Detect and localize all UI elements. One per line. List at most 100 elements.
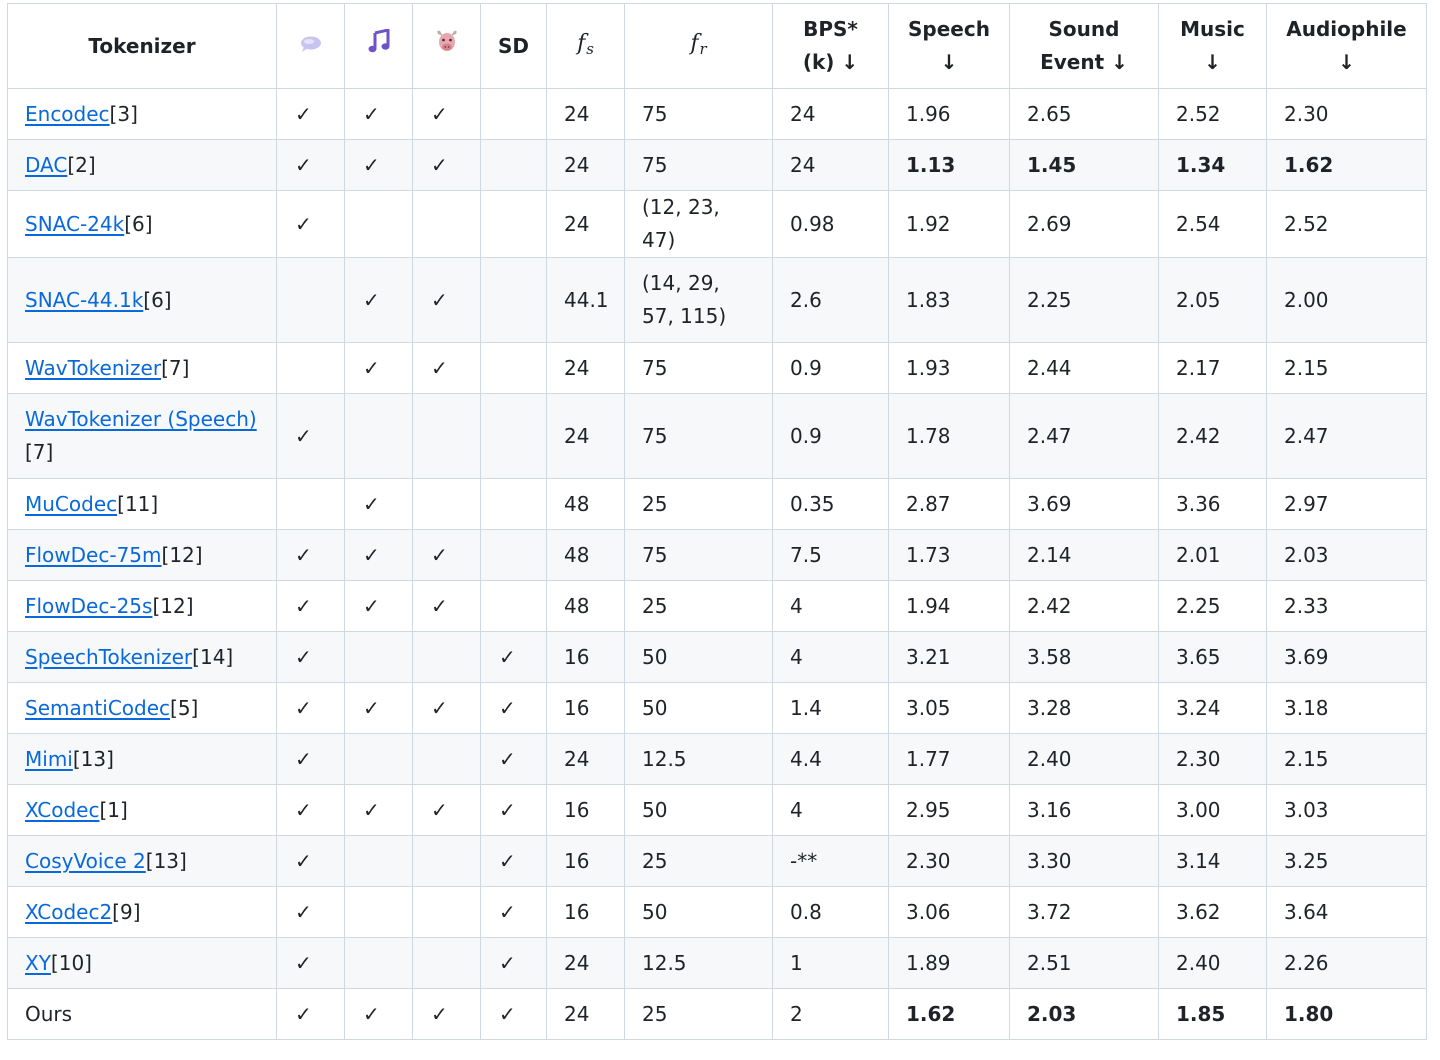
tokenizer-link[interactable]: DAC [25, 152, 68, 177]
table-row: SpeechTokenizer[14] ✓ ✓ 16 50 4 3.21 3.58 3.65 3.… [7, 631, 1427, 683]
cell-sd [480, 190, 547, 258]
header-audiophile-line2: ↓ [1338, 50, 1355, 74]
table-row: Encodec[3] ✓ ✓ ✓ 24 75 24 1.96 2.65 2.52 2.30 [7, 88, 1427, 140]
header-speech-domain [276, 3, 345, 89]
cell-speech-support: ✓ [276, 190, 345, 258]
cell-speech-support: ✓ [276, 88, 345, 140]
header-row: Tokenizer [7, 3, 1427, 89]
tokenizer-link[interactable]: SpeechTokenizer [25, 644, 193, 669]
cell-speech-support: ✓ [276, 393, 345, 479]
cell-tokenizer: Encodec[3] [7, 88, 277, 140]
cell-audiophile-score: 1.62 [1266, 139, 1427, 191]
cell-speech-support: ✓ [276, 733, 345, 785]
cell-fs: 24 [546, 139, 625, 191]
cell-tokenizer: XY[10] [7, 937, 277, 989]
tokenizer-link[interactable]: FlowDec-75m [25, 542, 162, 567]
cell-music-support [344, 631, 413, 683]
header-fs-sub: s [586, 39, 594, 58]
header-fs-base: f [577, 30, 586, 56]
cell-music-score: 2.40 [1158, 937, 1267, 989]
cell-fs: 16 [546, 682, 625, 734]
cell-fs: 16 [546, 835, 625, 887]
cell-fs: 16 [546, 784, 625, 836]
cell-music-score: 3.36 [1158, 478, 1267, 530]
cell-sound-event-score: 2.51 [1009, 937, 1159, 989]
cell-sd: ✓ [480, 886, 547, 938]
cell-bps: 0.8 [772, 886, 889, 938]
cell-sd [480, 139, 547, 191]
tokenizer-link[interactable]: SNAC-44.1k [25, 287, 144, 312]
tokenizer-link[interactable]: SemantiCodec [25, 695, 171, 720]
cell-audiophile-score: 2.97 [1266, 478, 1427, 530]
cell-speech-score: 1.89 [888, 937, 1010, 989]
tokenizer-link[interactable]: CosyVoice 2 [25, 848, 146, 873]
cell-tokenizer: Mimi[13] [7, 733, 277, 785]
cell-music-support [344, 190, 413, 258]
cell-speech-score: 1.96 [888, 88, 1010, 140]
cell-fr: 12.5 [624, 733, 773, 785]
cell-audio-support [412, 478, 481, 530]
cell-fs: 16 [546, 886, 625, 938]
cell-tokenizer: Ours [7, 988, 277, 1040]
cell-bps: 24 [772, 88, 889, 140]
tokenizer-link[interactable]: Mimi [25, 746, 73, 771]
tokenizer-link[interactable]: WavTokenizer [25, 355, 162, 380]
cell-audio-support: ✓ [412, 139, 481, 191]
header-music-line2: ↓ [1204, 50, 1221, 74]
table-row: Ours ✓ ✓ ✓ ✓ 24 25 2 1.62 2.03 1.85 1.80 [7, 988, 1427, 1040]
tokenizer-link[interactable]: XCodec2 [25, 899, 113, 924]
cell-bps: 0.9 [772, 342, 889, 394]
cell-tokenizer: CosyVoice 2[13] [7, 835, 277, 887]
best-value: 2.03 [1027, 1001, 1077, 1026]
header-speech-line2: ↓ [940, 50, 958, 74]
cell-sound-event-score: 3.72 [1009, 886, 1159, 938]
best-value: 1.45 [1027, 152, 1077, 177]
cell-tokenizer: SNAC-24k[6] [7, 190, 277, 258]
cell-fr: 75 [624, 529, 773, 581]
cell-music-score: 2.25 [1158, 580, 1267, 632]
cell-speech-score: 2.87 [888, 478, 1010, 530]
cell-fs: 24 [546, 988, 625, 1040]
cell-speech-support: ✓ [276, 937, 345, 989]
tokenizer-link[interactable]: MuCodec [25, 491, 118, 516]
cell-fr: 50 [624, 784, 773, 836]
header-audiophile-line1: Audiophile [1286, 17, 1407, 41]
cell-fs: 44.1 [546, 257, 625, 343]
cell-sound-event-score: 2.44 [1009, 342, 1159, 394]
cell-audiophile-score: 2.52 [1266, 190, 1427, 258]
cell-sound-event-score: 2.03 [1009, 988, 1159, 1040]
reference-number: [9] [112, 899, 141, 924]
best-value: 1.13 [906, 152, 956, 177]
cell-audio-support [412, 393, 481, 479]
cell-speech-support [276, 342, 345, 394]
cell-sound-event-score: 2.47 [1009, 393, 1159, 479]
tokenizer-link[interactable]: XY [25, 950, 51, 975]
header-sound-line2: Event ↓ [1040, 50, 1128, 74]
tokenizer-link[interactable]: FlowDec-25s [25, 593, 153, 618]
tokenizer-link[interactable]: XCodec [25, 797, 100, 822]
header-speech: Speech ↓ [888, 3, 1010, 89]
tokenizer-link[interactable]: WavTokenizer (Speech) [25, 407, 257, 431]
cell-music-support: ✓ [344, 257, 413, 343]
cell-fr: (14, 29, 57, 115) [624, 257, 773, 343]
cell-fs: 24 [546, 190, 625, 258]
cell-fs: 48 [546, 580, 625, 632]
tokenizer-link[interactable]: Encodec [25, 101, 110, 126]
cell-speech-support: ✓ [276, 988, 345, 1040]
cell-music-support [344, 937, 413, 989]
cell-music-score: 2.52 [1158, 88, 1267, 140]
cell-sd: ✓ [480, 988, 547, 1040]
cell-fr: 25 [624, 580, 773, 632]
cell-fr: 50 [624, 682, 773, 734]
cell-fs: 24 [546, 733, 625, 785]
tokenizer-link[interactable]: SNAC-24k [25, 211, 125, 236]
cell-speech-score: 1.62 [888, 988, 1010, 1040]
cell-fr: 50 [624, 886, 773, 938]
cell-speech-score: 3.06 [888, 886, 1010, 938]
cell-bps: 24 [772, 139, 889, 191]
cell-fr: 75 [624, 393, 773, 479]
cell-tokenizer: WavTokenizer[7] [7, 342, 277, 394]
reference-number: [12] [152, 593, 194, 618]
reference-number: [1] [99, 797, 128, 822]
cell-fs: 24 [546, 342, 625, 394]
